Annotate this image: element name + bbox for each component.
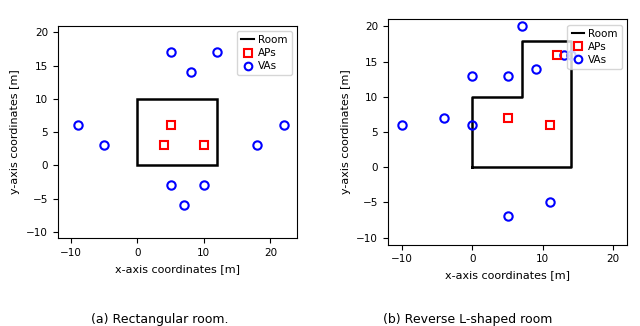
Legend: Room, APs, VAs: Room, APs, VAs [568,25,622,69]
Text: (a) Rectangular room.: (a) Rectangular room. [92,313,228,326]
Bar [138,99,217,165]
X-axis label: x-axis coordinates [m]: x-axis coordinates [m] [445,270,570,280]
Y-axis label: y-axis coordinates [m]: y-axis coordinates [m] [10,70,20,194]
X-axis label: x-axis coordinates [m]: x-axis coordinates [m] [115,264,240,274]
Y-axis label: y-axis coordinates [m]: y-axis coordinates [m] [340,70,351,194]
Legend: Room, APs, VAs: Room, APs, VAs [237,31,292,75]
Text: (b) Reverse L-shaped room: (b) Reverse L-shaped room [383,313,552,326]
